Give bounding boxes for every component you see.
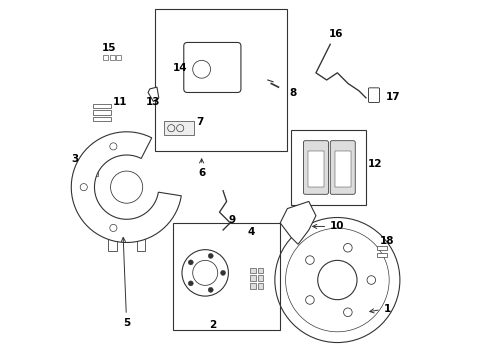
- Bar: [257, 267, 263, 273]
- Bar: [376, 252, 386, 257]
- Bar: [110, 55, 115, 60]
- Circle shape: [220, 270, 225, 275]
- Text: 12: 12: [367, 159, 382, 170]
- Bar: [290, 130, 365, 205]
- Circle shape: [208, 253, 213, 258]
- Bar: [307, 152, 323, 187]
- Text: 3: 3: [71, 154, 78, 164]
- Bar: [257, 283, 263, 289]
- Bar: [103, 55, 108, 60]
- Polygon shape: [280, 202, 315, 244]
- Text: 4: 4: [247, 228, 255, 237]
- Bar: [80, 172, 98, 176]
- Circle shape: [208, 287, 213, 292]
- Circle shape: [188, 281, 193, 286]
- Bar: [93, 104, 110, 108]
- Bar: [80, 166, 98, 170]
- Bar: [249, 275, 255, 281]
- Bar: [155, 9, 287, 152]
- Polygon shape: [148, 87, 159, 102]
- Bar: [108, 237, 116, 251]
- Bar: [173, 223, 280, 330]
- Text: 16: 16: [327, 29, 342, 39]
- Bar: [257, 275, 263, 281]
- Text: 1: 1: [369, 303, 390, 314]
- Text: 7: 7: [196, 117, 203, 127]
- Bar: [376, 246, 386, 250]
- Bar: [249, 283, 255, 289]
- FancyBboxPatch shape: [329, 141, 354, 194]
- Text: 18: 18: [380, 236, 394, 246]
- Text: 10: 10: [312, 221, 344, 231]
- Bar: [164, 121, 194, 135]
- Text: 5: 5: [121, 238, 130, 328]
- Text: 13: 13: [146, 97, 161, 107]
- Text: 14: 14: [173, 63, 187, 73]
- Text: 8: 8: [288, 88, 296, 98]
- Text: 9: 9: [228, 215, 235, 225]
- Bar: [80, 159, 98, 163]
- Polygon shape: [71, 132, 181, 243]
- Text: 11: 11: [112, 97, 126, 107]
- FancyBboxPatch shape: [183, 42, 241, 93]
- Text: 17: 17: [385, 92, 399, 102]
- Bar: [334, 152, 350, 187]
- Bar: [93, 111, 110, 114]
- Text: 2: 2: [208, 320, 216, 330]
- FancyBboxPatch shape: [367, 88, 379, 103]
- Circle shape: [188, 260, 193, 265]
- Bar: [249, 267, 255, 273]
- Bar: [93, 117, 110, 121]
- Text: 6: 6: [198, 159, 205, 178]
- Bar: [136, 237, 145, 251]
- FancyBboxPatch shape: [303, 141, 328, 194]
- Bar: [116, 55, 121, 60]
- Text: 15: 15: [102, 43, 116, 53]
